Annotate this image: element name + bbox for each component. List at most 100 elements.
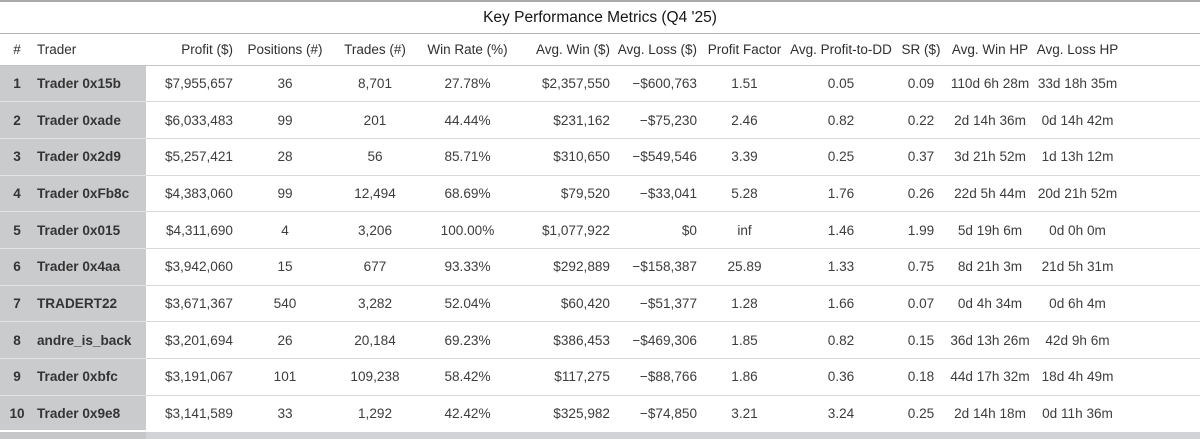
cell-rank: 7 xyxy=(0,285,34,323)
table-row[interactable]: 4 Trader 0xFb8c $4,383,060 99 12,494 68.69% $7… xyxy=(0,175,1200,213)
cell-avg-loss-hp: 1d 13h 12m xyxy=(1035,138,1120,176)
cell-positions: 4 xyxy=(240,211,330,249)
cell-sr: 0.18 xyxy=(897,358,945,396)
row-spacer xyxy=(1120,285,1200,323)
cell-rank: 2 xyxy=(0,101,34,139)
cell-trader: TRADERT22 xyxy=(34,285,146,323)
cell-profit: $4,383,060 xyxy=(146,175,240,213)
cell-avg-win-hp: 2d 14h 36m xyxy=(945,101,1035,139)
cell-profit: $3,191,067 xyxy=(146,358,240,396)
cell-avg-profit-to-dd: 0.82 xyxy=(785,101,897,139)
cell-avg-win-hp: 22d 5h 44m xyxy=(945,175,1035,213)
cell-sr: 0.22 xyxy=(897,101,945,139)
cell-trader: Trader 0x4aa xyxy=(34,248,146,286)
cell-rank: 9 xyxy=(0,358,34,396)
cell-trader: Trader 0x2d9 xyxy=(34,138,146,176)
cell-positions: 540 xyxy=(240,285,330,323)
table-row[interactable]: 7 TRADERT22 $3,671,367 540 3,282 52.04% $60,42… xyxy=(0,285,1200,323)
cell-profit: $6,033,483 xyxy=(146,101,240,139)
cell-avg-profit-to-dd: 3.24 xyxy=(785,395,897,433)
cell-sr: 0.75 xyxy=(897,248,945,286)
cell-trader: Trader 0x15b xyxy=(34,65,146,103)
column-header-profit-factor[interactable]: Profit Factor xyxy=(704,34,785,66)
column-header-win-rate[interactable]: Win Rate (%) xyxy=(420,34,515,66)
cell-rank: 3 xyxy=(0,138,34,176)
row-spacer xyxy=(1120,138,1200,176)
cell-profit: $5,257,421 xyxy=(146,138,240,176)
column-header-positions[interactable]: Positions (#) xyxy=(240,34,330,66)
cell-profit: $3,141,589 xyxy=(146,395,240,433)
cell-positions: 26 xyxy=(240,321,330,359)
cell-sr: 1.99 xyxy=(897,211,945,249)
column-header-avg-win[interactable]: Avg. Win ($) xyxy=(515,34,617,66)
cell-rank: 8 xyxy=(0,321,34,359)
cell-trader: Trader 0xFb8c xyxy=(34,175,146,213)
cell-profit-factor: inf xyxy=(704,211,785,249)
column-header-profit[interactable]: Profit ($) xyxy=(146,34,240,66)
cell-avg-win: $1,077,922 xyxy=(515,211,617,249)
cell-sr: 0.09 xyxy=(897,65,945,103)
table-row[interactable]: 1 Trader 0x15b $7,955,657 36 8,701 27.78% $2,3… xyxy=(0,65,1200,103)
column-header-trader[interactable]: Trader xyxy=(34,34,146,66)
table-row[interactable]: 10 Trader 0x9e8 $3,141,589 33 1,292 42.42% $32… xyxy=(0,395,1200,433)
row-spacer xyxy=(1120,65,1200,103)
cell-profit: $3,942,060 xyxy=(146,248,240,286)
table-row[interactable]: 6 Trader 0x4aa $3,942,060 15 677 93.33% $292,8… xyxy=(0,248,1200,286)
column-header-rank[interactable]: # xyxy=(0,34,34,66)
cell-win-rate: 93.33% xyxy=(420,248,515,286)
cell-profit-factor: 25.89 xyxy=(704,248,785,286)
table-row[interactable]: 2 Trader 0xade $6,033,483 99 201 44.44% $231,1… xyxy=(0,101,1200,139)
cell-avg-loss: −$33,041 xyxy=(617,175,704,213)
cell-positions: 36 xyxy=(240,65,330,103)
cell-avg-loss-hp: 21d 5h 31m xyxy=(1035,248,1120,286)
cell-profit-factor: 2.46 xyxy=(704,101,785,139)
column-header-sr[interactable]: SR ($) xyxy=(897,34,945,66)
cell-win-rate: 52.04% xyxy=(420,285,515,323)
column-header-avg-loss-hp[interactable]: Avg. Loss HP xyxy=(1035,34,1120,66)
cell-rank: 1 xyxy=(0,65,34,103)
cell-win-rate: 85.71% xyxy=(420,138,515,176)
row-spacer xyxy=(1120,101,1200,139)
cell-positions: 101 xyxy=(240,358,330,396)
cell-avg-win-hp: 2d 14h 18m xyxy=(945,395,1035,433)
cell-avg-loss-hp: 20d 21h 52m xyxy=(1035,175,1120,213)
row-spacer xyxy=(1120,358,1200,396)
cell-profit-factor: 3.21 xyxy=(704,395,785,433)
cell-avg-profit-to-dd: 0.82 xyxy=(785,321,897,359)
cell-positions: 99 xyxy=(240,101,330,139)
column-header-avg-win-hp[interactable]: Avg. Win HP xyxy=(945,34,1035,66)
table-row[interactable]: 3 Trader 0x2d9 $5,257,421 28 56 85.71% $310,65… xyxy=(0,138,1200,176)
cell-sr: 0.15 xyxy=(897,321,945,359)
cell-avg-profit-to-dd: 1.66 xyxy=(785,285,897,323)
cell-avg-profit-to-dd: 1.46 xyxy=(785,211,897,249)
cell-positions: 28 xyxy=(240,138,330,176)
table-row[interactable]: 8 andre_is_back $3,201,694 26 20,184 69.23% $3… xyxy=(0,321,1200,359)
cell-avg-win: $231,162 xyxy=(515,101,617,139)
column-header-avg-profit-to-dd[interactable]: Avg. Profit-to-DD xyxy=(785,34,897,66)
cell-avg-loss: −$158,387 xyxy=(617,248,704,286)
cell-avg-loss: −$74,850 xyxy=(617,395,704,433)
column-header-trades[interactable]: Trades (#) xyxy=(330,34,420,66)
cell-avg-win: $117,275 xyxy=(515,358,617,396)
cell-avg-win: $386,453 xyxy=(515,321,617,359)
column-header-avg-loss[interactable]: Avg. Loss ($) xyxy=(617,34,704,66)
cell-avg-loss-hp: 18d 4h 49m xyxy=(1035,358,1120,396)
cell-profit: $3,201,694 xyxy=(146,321,240,359)
cell-avg-loss-hp: 0d 14h 42m xyxy=(1035,101,1120,139)
cell-trades: 3,206 xyxy=(330,211,420,249)
cell-avg-profit-to-dd: 1.33 xyxy=(785,248,897,286)
header-spacer xyxy=(1120,34,1200,66)
cell-trades: 12,494 xyxy=(330,175,420,213)
cell-win-rate: 27.78% xyxy=(420,65,515,103)
cell-avg-profit-to-dd: 1.76 xyxy=(785,175,897,213)
table-row[interactable]: 9 Trader 0xbfc $3,191,067 101 109,238 58.42% $… xyxy=(0,358,1200,396)
cell-avg-win: $310,650 xyxy=(515,138,617,176)
cell-positions: 15 xyxy=(240,248,330,286)
cell-avg-loss: −$469,306 xyxy=(617,321,704,359)
cell-avg-loss: −$600,763 xyxy=(617,65,704,103)
cell-trades: 109,238 xyxy=(330,358,420,396)
cell-win-rate: 100.00% xyxy=(420,211,515,249)
table-row[interactable]: 5 Trader 0x015 $4,311,690 4 3,206 100.00% $1,0… xyxy=(0,211,1200,249)
cell-avg-win-hp: 0d 4h 34m xyxy=(945,285,1035,323)
